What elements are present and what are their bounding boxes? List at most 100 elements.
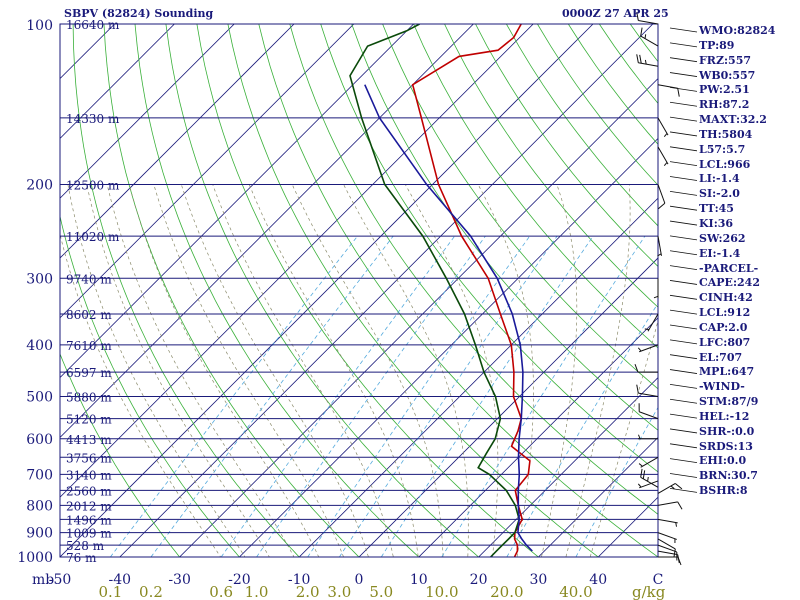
wind-barb-staff — [657, 117, 669, 136]
wind-barb-flag — [636, 384, 639, 394]
pressure-tick-label: 1000 — [17, 550, 53, 566]
mixing-ratio-label: 0.6 — [209, 583, 233, 600]
wind-barb-half-flag — [663, 133, 668, 138]
pressure-tick-label: 600 — [26, 432, 53, 448]
wind-barb-flag — [677, 501, 683, 510]
sounding-title: SBPV (82824) Sounding — [64, 7, 214, 20]
mixing-ratio-line — [575, 406, 658, 557]
index-leader-line — [669, 176, 698, 181]
index-leader-line — [669, 443, 698, 449]
dry-adiabat-line — [165, 24, 480, 557]
wind-barb-flag — [675, 483, 683, 490]
wind-barb — [657, 501, 683, 510]
index-leader-line — [669, 250, 698, 256]
wind-barb-flag — [677, 554, 680, 564]
index-item: CAP:2.0 — [699, 320, 748, 334]
stability-indices-list: WMO:82824 TP:89 FRZ:557 WB0:557 PW:2.51 RH:87… — [699, 24, 775, 499]
temperature-tick-label: 20 — [470, 572, 488, 588]
wind-barb-staff — [657, 184, 666, 204]
temperature-tick-label: 0 — [355, 572, 364, 588]
height-label: 4413 m — [66, 433, 112, 447]
height-label: 1009 m — [66, 527, 112, 541]
index-leader-line — [669, 428, 698, 434]
wind-barb-staff — [639, 344, 659, 353]
index-leader-line — [669, 205, 698, 211]
height-label: 2560 m — [66, 484, 112, 498]
index-item: RH:87.2 — [699, 98, 750, 112]
index-leader-line — [669, 339, 698, 345]
moist-adiabat-line — [106, 184, 295, 557]
isotherm-line — [298, 197, 658, 557]
wind-barb-flag — [658, 202, 666, 210]
sounding-time: 0000Z 27 APR 25 — [562, 7, 669, 20]
wind-barbs — [634, 12, 698, 566]
wind-barb-staff — [639, 411, 659, 420]
wind-barb-half-flag — [637, 347, 642, 352]
mixing-ratio-label: 0.2 — [139, 583, 163, 600]
moist-adiabat-line — [153, 184, 344, 557]
wind-barb-staff — [640, 35, 659, 47]
height-label: 528 m — [66, 539, 105, 553]
wind-barb — [657, 532, 677, 544]
isotherm-line — [60, 24, 175, 139]
moist-adiabat-line — [565, 184, 631, 557]
moist-adiabat-line — [248, 184, 419, 557]
height-label: 8602 m — [66, 308, 112, 322]
wind-barb-staff — [657, 538, 676, 550]
index-leader-line — [669, 235, 698, 241]
index-leader-line — [669, 265, 698, 270]
height-label: 6597 m — [66, 366, 112, 380]
index-item: FRZ:557 — [699, 53, 752, 67]
wind-barb-flag — [636, 54, 639, 63]
index-leader-line — [669, 72, 698, 77]
temperature-tick-label: 10 — [410, 572, 428, 588]
pressure-tick-label: 800 — [26, 498, 53, 514]
pressure-unit-label: mb — [32, 572, 54, 588]
height-label: 76 m — [66, 551, 97, 565]
isotherm-line — [60, 24, 295, 259]
wind-barb — [657, 483, 683, 494]
height-label: 14330 m — [66, 112, 120, 126]
moist-adiabat-line — [343, 184, 469, 557]
isotherm-line — [418, 317, 658, 557]
wind-barb — [657, 538, 676, 558]
wind-barb-staff — [640, 476, 659, 488]
isotherm-line — [119, 24, 654, 557]
moist-adiabat-line — [477, 184, 534, 557]
wind-barb-half-flag — [644, 34, 647, 39]
wind-barb-half-flag — [638, 463, 643, 467]
temperature-tick-label: -10 — [288, 572, 311, 588]
isotherm-line — [60, 24, 235, 199]
mixing-ratio-label: 0.1 — [98, 583, 122, 600]
index-item: L57:5.7 — [699, 142, 746, 156]
wind-barb-half-flag — [638, 434, 641, 439]
wind-barb-flag — [640, 27, 643, 37]
mixing-ratio-label: 3.0 — [327, 583, 351, 600]
index-leader-line — [669, 116, 698, 122]
temperature-tick-label: C — [653, 572, 664, 588]
index-item: CAPE:242 — [699, 276, 760, 290]
mixing-ratio-label: 5.0 — [369, 583, 393, 600]
pressure-tick-label: 200 — [26, 177, 53, 193]
wind-barb-staff — [638, 392, 659, 398]
wind-barb — [640, 27, 659, 47]
index-item: SW:262 — [699, 231, 746, 245]
mixing-ratio-label: 10.0 — [425, 583, 458, 600]
pressure-tick-label: 900 — [26, 526, 53, 542]
wind-barb-half-flag — [637, 483, 642, 488]
wind-barb-staff — [657, 518, 678, 524]
moist-adiabat-line — [404, 184, 499, 557]
index-leader-line — [669, 369, 698, 374]
index-leader-line — [669, 131, 698, 137]
wind-barb-staff — [638, 62, 659, 67]
height-label: 9740 m — [66, 272, 112, 286]
wind-barb — [637, 344, 659, 353]
isotherm-line — [60, 24, 415, 379]
wind-barb-flag — [640, 468, 643, 478]
index-item: TH:5804 — [699, 127, 753, 141]
wind-barb-half-flag — [663, 162, 668, 167]
wind-barb-staff — [657, 483, 676, 494]
wind-barb-flag — [634, 363, 639, 373]
index-leader-line — [669, 473, 698, 478]
